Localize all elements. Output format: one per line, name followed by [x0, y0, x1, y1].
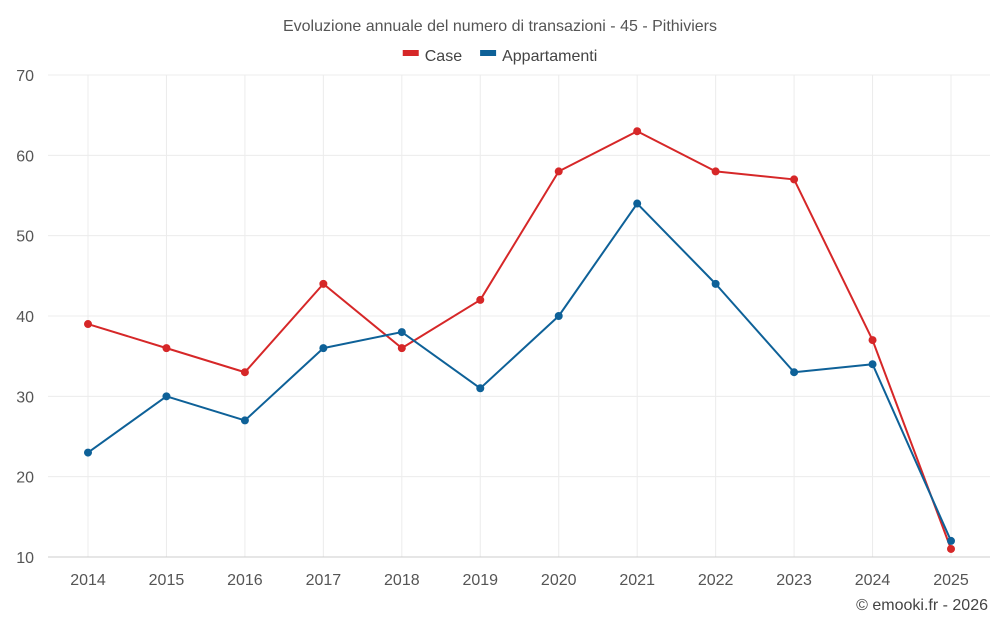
x-tick-label: 2019 — [462, 572, 498, 589]
legend-item-appartamenti[interactable]: Appartamenti — [480, 48, 597, 65]
data-point-appartamenti[interactable] — [947, 536, 955, 545]
data-point-case[interactable] — [868, 336, 877, 345]
data-point-appartamenti[interactable] — [397, 328, 406, 337]
x-tick-label: 2020 — [541, 572, 577, 589]
data-point-appartamenti[interactable] — [868, 360, 877, 369]
data-point-case[interactable] — [947, 544, 955, 553]
x-tick-label: 2015 — [149, 572, 185, 589]
data-point-case[interactable] — [790, 175, 799, 184]
legend-swatch — [480, 50, 497, 56]
y-tick-label: 60 — [16, 148, 34, 165]
x-tick-label: 2021 — [619, 572, 655, 589]
data-point-appartamenti[interactable] — [162, 392, 171, 401]
y-tick-label: 40 — [16, 309, 34, 326]
axes: 10 20 30 40 50 60 70 2014 2015 2016 2017 2018 2019 20… — [16, 68, 990, 589]
series-case — [84, 127, 955, 553]
y-tick-label: 10 — [16, 550, 34, 567]
grid — [48, 74, 990, 557]
series-group — [84, 127, 955, 553]
data-point-case[interactable] — [711, 167, 720, 176]
data-point-appartamenti[interactable] — [633, 199, 642, 208]
data-point-case[interactable] — [554, 167, 563, 176]
x-tick-label: 2022 — [698, 572, 734, 589]
data-point-case[interactable] — [162, 344, 171, 353]
data-point-case[interactable] — [476, 295, 485, 304]
data-point-appartamenti[interactable] — [554, 312, 563, 320]
data-point-case[interactable] — [633, 127, 642, 136]
series-appartamenti — [84, 199, 955, 545]
y-tick-label: 70 — [16, 68, 34, 85]
data-point-appartamenti[interactable] — [790, 368, 799, 377]
x-tick-label: 2024 — [855, 572, 891, 589]
x-tick-label: 2017 — [306, 572, 342, 589]
y-tick-label: 50 — [16, 229, 34, 246]
credit-text: © emooki.fr - 2026 — [856, 597, 988, 614]
data-point-case[interactable] — [240, 368, 249, 377]
chart-title: Evoluzione annuale del numero di transaz… — [283, 18, 717, 35]
legend-swatch — [402, 50, 419, 56]
legend-label: Appartamenti — [502, 48, 597, 65]
series-line-appartamenti — [87, 202, 952, 542]
y-tick-label: 20 — [16, 470, 34, 487]
x-tick-label: 2018 — [384, 572, 420, 589]
x-tick-label: 2025 — [933, 572, 969, 589]
legend: Case Appartamenti — [402, 48, 597, 65]
legend-item-case[interactable]: Case — [402, 48, 462, 65]
x-tick-label: 2016 — [227, 572, 263, 589]
x-tick-label: 2023 — [776, 572, 812, 589]
data-point-case[interactable] — [397, 344, 406, 353]
data-point-case[interactable] — [319, 279, 328, 288]
x-tick-label: 2014 — [70, 572, 106, 589]
series-line-case — [87, 130, 952, 550]
data-point-appartamenti[interactable] — [319, 344, 328, 353]
data-point-appartamenti[interactable] — [476, 384, 485, 393]
data-point-appartamenti[interactable] — [711, 279, 720, 288]
data-point-case[interactable] — [84, 320, 92, 329]
legend-label: Case — [425, 48, 462, 65]
data-point-appartamenti[interactable] — [84, 448, 92, 457]
y-tick-label: 30 — [16, 389, 34, 406]
data-point-appartamenti[interactable] — [240, 416, 249, 425]
